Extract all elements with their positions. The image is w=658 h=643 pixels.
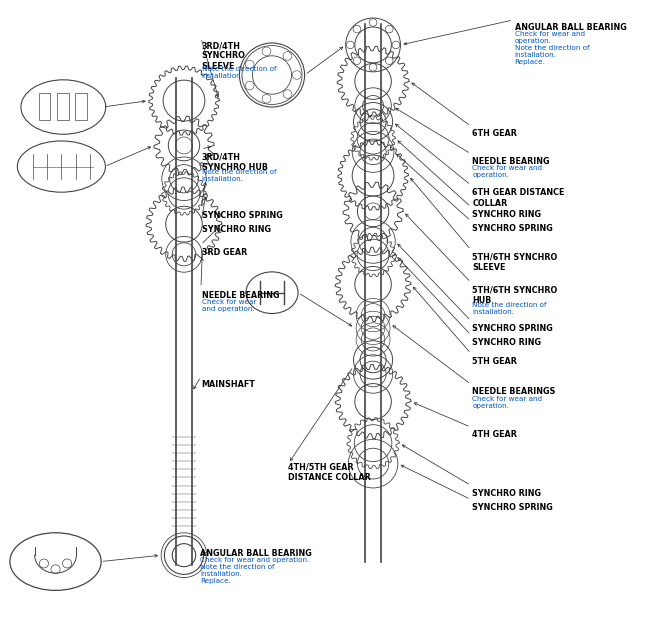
Text: Check for wear and
operation.
Note the direction of
installation.
Replace.: Check for wear and operation. Note the d… [515,32,589,66]
Text: NEEDLE BEARING: NEEDLE BEARING [201,291,279,300]
Text: Check for wear and
operation.: Check for wear and operation. [472,165,542,178]
Text: SYNCHRO SPRING: SYNCHRO SPRING [472,224,553,233]
Text: SYNCHRO SPRING: SYNCHRO SPRING [201,212,282,221]
Bar [75,93,87,120]
Text: SYNCHRO SPRING: SYNCHRO SPRING [472,503,553,512]
Text: 4TH/5TH GEAR
DISTANCE COLLAR: 4TH/5TH GEAR DISTANCE COLLAR [288,462,371,482]
Text: Note the direction of
installation.: Note the direction of installation. [201,66,276,79]
Text: SYNCHRO RING: SYNCHRO RING [472,489,541,498]
Text: Check for wear and operation.
Note the direction of
installation.
Replace.: Check for wear and operation. Note the d… [200,557,309,584]
Text: SYNCHRO RING: SYNCHRO RING [472,338,541,347]
Text: MAINSHAFT: MAINSHAFT [201,380,255,389]
Text: SYNCHRO RING: SYNCHRO RING [201,226,270,235]
Text: 3RD/4TH
SYNCHRO
SLEEVE: 3RD/4TH SYNCHRO SLEEVE [201,41,245,71]
Text: Check for wear and
operation.: Check for wear and operation. [472,395,542,409]
Text: 4TH GEAR: 4TH GEAR [472,430,517,439]
Text: 5TH/6TH SYNCHRO
HUB: 5TH/6TH SYNCHRO HUB [472,285,557,305]
Text: 5TH GEAR: 5TH GEAR [472,357,517,366]
Text: Check for wear
and operation.: Check for wear and operation. [201,299,256,312]
Text: NEEDLE BEARINGS: NEEDLE BEARINGS [472,388,555,397]
Text: 3RD GEAR: 3RD GEAR [201,248,247,257]
Text: SYNCHRO RING: SYNCHRO RING [472,210,541,219]
Text: NEEDLE BEARING: NEEDLE BEARING [472,157,549,166]
Bar [57,93,68,120]
Bar [39,93,50,120]
Text: Note the direction of
installation.: Note the direction of installation. [201,169,276,182]
Text: 3RD/4TH
SYNCHRO HUB: 3RD/4TH SYNCHRO HUB [201,152,268,172]
Text: 6TH GEAR: 6TH GEAR [472,129,517,138]
Text: ANGULAR BALL BEARING: ANGULAR BALL BEARING [515,23,626,32]
Text: 5TH/6TH SYNCHRO
SLEEVE: 5TH/6TH SYNCHRO SLEEVE [472,253,557,273]
Text: Note the direction of
installation.: Note the direction of installation. [472,302,547,315]
Text: ANGULAR BALL BEARING: ANGULAR BALL BEARING [200,548,312,557]
Text: SYNCHRO SPRING: SYNCHRO SPRING [472,324,553,333]
Text: 6TH GEAR DISTANCE
COLLAR: 6TH GEAR DISTANCE COLLAR [472,188,565,208]
